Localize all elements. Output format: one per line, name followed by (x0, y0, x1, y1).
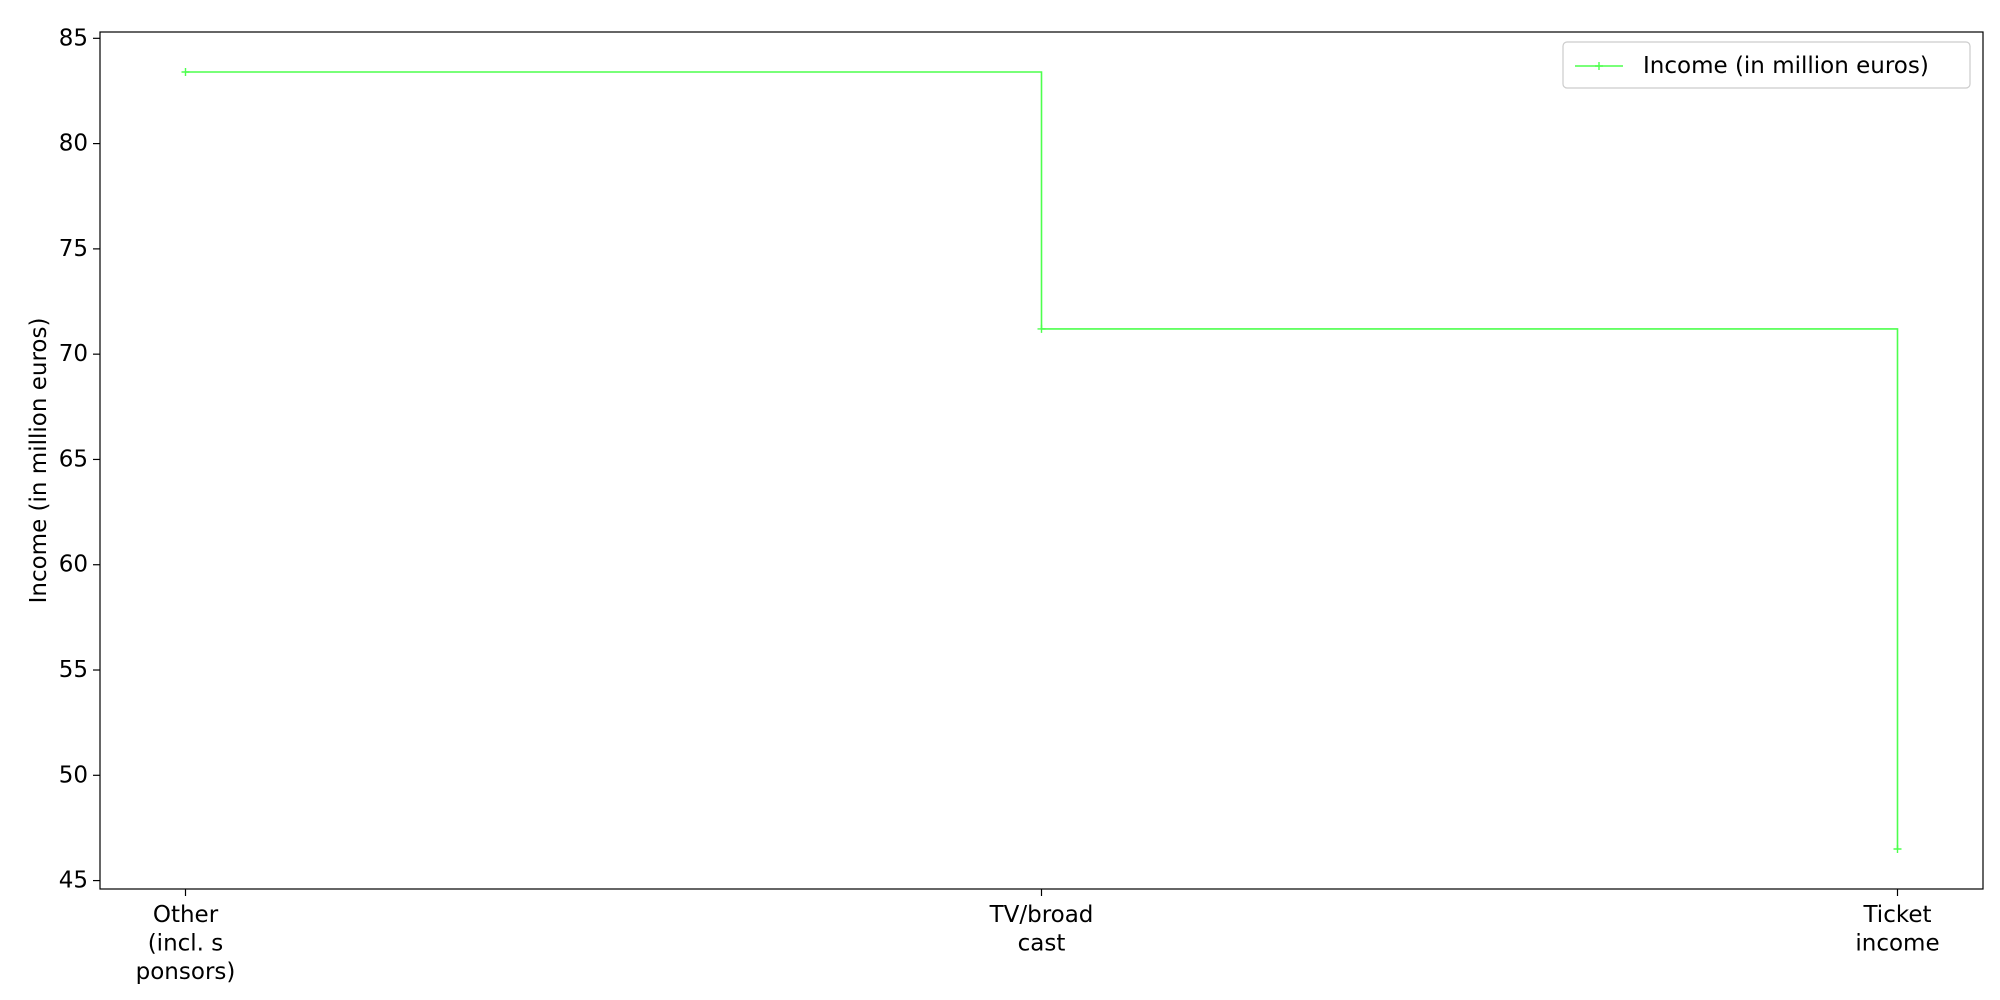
data-point-marker (1893, 844, 1902, 853)
y-axis: 45 50 55 60 65 70 75 80 85 (59, 25, 100, 894)
legend-box (1562, 41, 1971, 89)
y-tick-label: 55 (59, 657, 88, 683)
y-tick-label: 85 (59, 25, 88, 51)
y-tick-label: 80 (59, 131, 88, 157)
x-axis: Other (incl. s ponsors) TV/broad cast Ticket i… (136, 889, 1940, 985)
x-tick-label: TV/broad cast (989, 902, 1094, 957)
data-point-marker (181, 68, 190, 77)
y-tick-label: 65 (59, 446, 88, 472)
y-tick-label: 50 (59, 762, 88, 788)
y-tick-label: 45 (59, 868, 88, 894)
data-point-marker (1037, 324, 1046, 333)
legend-marker (1595, 62, 1603, 70)
legend: Income (in million euros) (1562, 41, 1971, 89)
y-tick-label: 70 (59, 341, 88, 367)
y-axis-label: Income (in million euros) (26, 318, 52, 604)
x-tick-label: Ticket income (1855, 902, 1939, 957)
y-tick-label: 60 (59, 552, 88, 578)
legend-label: Income (in million euros) (1643, 53, 1929, 79)
x-tick-label: Other (incl. s ponsors) (136, 902, 236, 985)
y-tick-label: 75 (59, 236, 88, 262)
plot-area (181, 68, 1902, 853)
